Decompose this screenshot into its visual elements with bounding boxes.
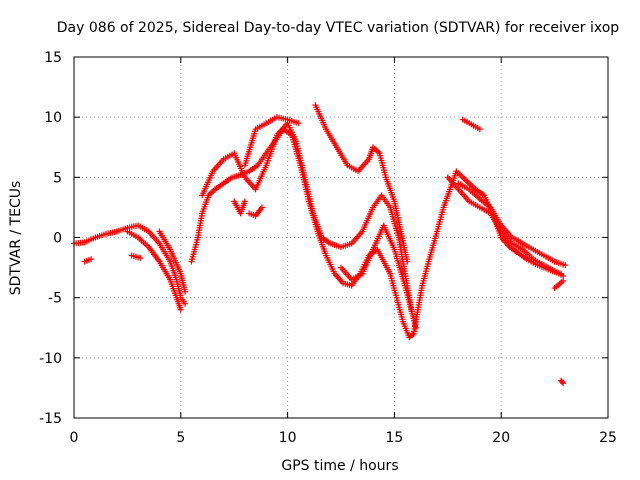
data-point xyxy=(258,204,265,211)
axis-ticks: 0 5 10 15 20 25 15 10 5 0 -5 -10 -15 xyxy=(39,50,617,446)
series-track-j xyxy=(246,204,265,219)
data-points xyxy=(71,102,569,387)
y-tick-label: 15 xyxy=(44,50,62,66)
data-point xyxy=(177,306,184,313)
series-track-h xyxy=(241,114,302,169)
series-track-m xyxy=(455,180,569,269)
series-track-a xyxy=(71,222,189,307)
data-point xyxy=(182,300,189,307)
grid xyxy=(74,57,608,418)
data-point xyxy=(295,120,302,127)
x-tick-label: 20 xyxy=(492,430,510,446)
series-track-d xyxy=(128,252,144,261)
series-track-k xyxy=(312,102,411,265)
series-track-i xyxy=(231,198,248,217)
series-track-l xyxy=(338,222,419,331)
data-point xyxy=(241,198,248,205)
series-track-p xyxy=(551,277,567,292)
x-tick-label: 25 xyxy=(599,430,617,446)
data-point xyxy=(137,254,144,261)
y-tick-label: -15 xyxy=(39,411,62,427)
data-point xyxy=(560,380,567,387)
data-point xyxy=(412,324,419,331)
y-tick-label: 5 xyxy=(53,170,62,186)
y-tick-label: -10 xyxy=(39,351,62,367)
data-point xyxy=(182,288,189,295)
x-axis-label: GPS time / hours xyxy=(281,458,398,474)
data-point xyxy=(404,258,411,265)
plot-frame xyxy=(73,56,609,419)
y-tick-label: 0 xyxy=(53,231,62,247)
data-point xyxy=(476,126,483,133)
data-point xyxy=(562,262,569,269)
x-tick-label: 15 xyxy=(385,430,403,446)
x-tick-label: 0 xyxy=(70,430,79,446)
series-track-g xyxy=(199,120,415,313)
chart-title: Day 086 of 2025, Sidereal Day-to-day VTE… xyxy=(57,20,620,36)
x-tick-label: 10 xyxy=(279,430,297,446)
data-point xyxy=(560,277,567,284)
series-track-e xyxy=(156,228,189,295)
series-track-b xyxy=(124,228,184,313)
series-track-c xyxy=(81,256,95,265)
series-track-o xyxy=(459,116,483,133)
series-track-n xyxy=(444,174,567,280)
y-axis-label: SDTVAR / TECUs xyxy=(8,181,24,296)
data-point xyxy=(559,378,566,385)
data-point xyxy=(88,256,95,263)
series-track-q xyxy=(558,377,567,387)
y-tick-label: -5 xyxy=(48,291,62,307)
x-tick-label: 5 xyxy=(176,430,185,446)
y-tick-label: 10 xyxy=(44,110,62,126)
